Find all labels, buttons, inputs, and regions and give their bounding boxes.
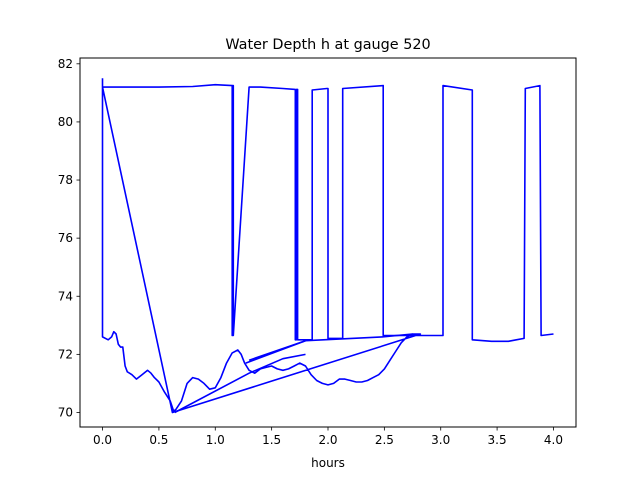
series-layer [101,78,554,414]
x-tick-label: 1.0 [206,433,225,447]
y-tick-label: 76 [58,231,73,245]
series-line-4 [248,339,306,361]
x-axis-label: hours [311,456,345,470]
x-tick-label: 2.0 [318,433,337,447]
y-tick-label: 82 [58,57,73,71]
y-tick-label: 80 [58,115,73,129]
x-tick-label: 0.0 [93,433,112,447]
x-tick-label: 3.0 [431,433,450,447]
x-tick-label: 2.5 [375,433,394,447]
y-axis: 70 72 74 76 78 80 82 [58,57,80,419]
x-tick-label: 4.0 [544,433,563,447]
series-line-1 [101,78,554,414]
y-tick-label: 78 [58,173,73,187]
series-line-2 [245,333,413,364]
series-line-3 [174,353,306,414]
x-tick-label: 0.5 [149,433,168,447]
y-tick-label: 70 [58,405,73,419]
y-tick-label: 72 [58,347,73,361]
x-tick-label: 1.5 [262,433,281,447]
x-axis: 0.0 0.5 1.0 1.5 2.0 2.5 3.0 3.5 4.0 [93,427,563,447]
x-tick-label: 3.5 [488,433,507,447]
y-tick-label: 74 [58,289,73,303]
chart-title: Water Depth h at gauge 520 [225,37,430,53]
